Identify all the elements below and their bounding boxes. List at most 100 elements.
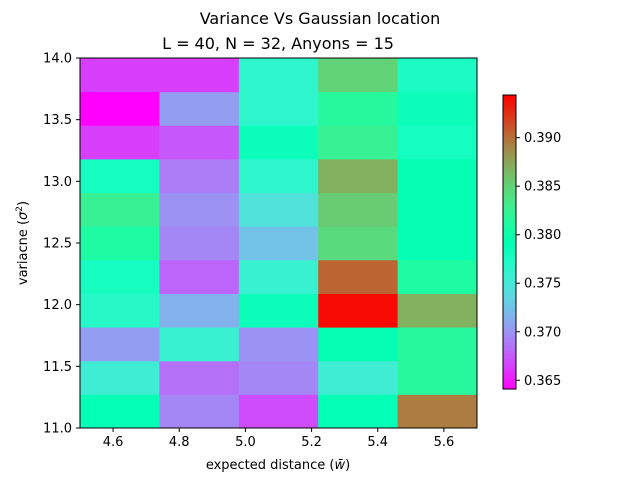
colorbar-tick-label: 0.370 — [524, 325, 561, 340]
colorbar-segment — [503, 259, 516, 263]
heatmap-cell — [238, 192, 319, 227]
colorbar-segment — [503, 308, 516, 312]
colorbar-segment — [503, 264, 516, 268]
colorbar-segment — [503, 129, 516, 133]
x-axis-label-close: ) — [345, 458, 350, 473]
colorbar-segment — [503, 215, 516, 219]
y-axis-label-close: ) — [16, 201, 31, 206]
colorbar-segment — [503, 161, 516, 165]
heatmap-cell — [80, 91, 160, 126]
colorbar-segment — [503, 239, 516, 243]
colorbar-axis: 0.365 0.370 0.375 0.380 0.385 0.390 — [516, 131, 561, 389]
y-tick-label: 13.5 — [43, 113, 72, 128]
colorbar-segment — [503, 114, 516, 118]
colorbar-tick-label: 0.375 — [524, 277, 561, 292]
colorbar-segment — [503, 217, 516, 221]
heatmap-cell — [318, 158, 399, 194]
colorbar-segment — [503, 320, 516, 324]
heatmap-cell — [397, 293, 478, 328]
heatmap-cell — [80, 226, 160, 261]
colorbar-segment — [503, 379, 516, 383]
heatmap-cell — [159, 226, 240, 261]
colorbar-segment — [503, 232, 516, 236]
colorbar-segment — [503, 327, 516, 331]
colorbar-segment — [503, 386, 516, 390]
heatmap-cell — [159, 259, 240, 294]
x-axis-label-text: expected distance ( — [206, 458, 335, 473]
colorbar-segment — [503, 366, 516, 370]
colorbar-segment — [503, 376, 516, 380]
colorbar-segment — [503, 168, 516, 172]
colorbar-tick-label: 0.380 — [524, 228, 561, 243]
colorbar-segment — [503, 342, 516, 346]
colorbar-segment — [503, 330, 516, 334]
heatmap-cell — [318, 192, 399, 227]
heatmap-cell — [238, 58, 319, 93]
colorbar-segment — [503, 183, 516, 187]
x-tick-label: 4.8 — [169, 435, 190, 450]
colorbar-segment — [503, 273, 516, 277]
heatmap-cell — [318, 394, 399, 429]
y-axis-label-symbol: σ — [16, 211, 31, 220]
colorbar-segment — [503, 359, 516, 363]
heatmap-cell — [159, 91, 240, 126]
x-tick-label: 5.2 — [301, 435, 322, 450]
colorbar-segment — [503, 229, 516, 233]
heatmap-cell — [238, 360, 319, 395]
colorbar-segment — [503, 315, 516, 319]
colorbar-segment — [503, 219, 516, 223]
heatmap-cell — [238, 226, 319, 261]
colorbar-segment — [503, 384, 516, 388]
colorbar-segment — [503, 180, 516, 184]
heatmap-cell — [397, 91, 478, 126]
colorbar-segment — [503, 357, 516, 361]
colorbar-segment — [503, 156, 516, 160]
heatmap-cell — [80, 293, 160, 328]
heatmap-cell — [159, 394, 240, 429]
colorbar-segment — [503, 202, 516, 206]
heatmap-cell — [238, 327, 319, 362]
colorbar-segment — [503, 197, 516, 201]
y-tick-label: 11.5 — [43, 360, 72, 375]
colorbar-segment — [503, 222, 516, 226]
colorbar-segment — [503, 310, 516, 314]
colorbar-segment — [503, 134, 516, 138]
colorbar-segment — [503, 295, 516, 299]
heatmap-cell — [80, 192, 160, 227]
colorbar-segment — [503, 364, 516, 368]
colorbar-segment — [503, 148, 516, 152]
heatmap-cell — [159, 158, 240, 194]
colorbar-tick-label: 0.385 — [524, 180, 561, 195]
colorbar-segment — [503, 107, 516, 111]
colorbar-segment — [503, 276, 516, 280]
colorbar-segment — [503, 173, 516, 177]
heatmap-cell — [397, 58, 478, 93]
colorbar-segment — [503, 347, 516, 351]
heatmap-cell — [397, 192, 478, 227]
colorbar-segment — [503, 210, 516, 214]
colorbar-segment — [503, 293, 516, 297]
colorbar-segment — [503, 354, 516, 358]
colorbar-segment — [503, 136, 516, 140]
colorbar-segment — [503, 126, 516, 130]
y-tick-label: 12.5 — [43, 237, 72, 252]
colorbar-segment — [503, 362, 516, 366]
colorbar-segment — [503, 190, 516, 194]
colorbar-segment — [503, 97, 516, 101]
colorbar-segment — [503, 381, 516, 385]
x-tick-label: 5.4 — [367, 435, 388, 450]
colorbar-segment — [503, 224, 516, 228]
colorbar-segment — [503, 278, 516, 282]
colorbar-segment — [503, 151, 516, 155]
colorbar-segment — [503, 119, 516, 123]
colorbar-segment — [503, 109, 516, 113]
colorbar-segment — [503, 254, 516, 258]
x-axis-label: expected distance (w̄) — [206, 458, 350, 473]
colorbar-segment — [503, 205, 516, 209]
heatmap-cell — [238, 293, 319, 328]
heatmap-cell — [238, 125, 319, 160]
heatmap-cell — [318, 91, 399, 126]
colorbar-segment — [503, 300, 516, 304]
colorbar-segment — [503, 251, 516, 255]
